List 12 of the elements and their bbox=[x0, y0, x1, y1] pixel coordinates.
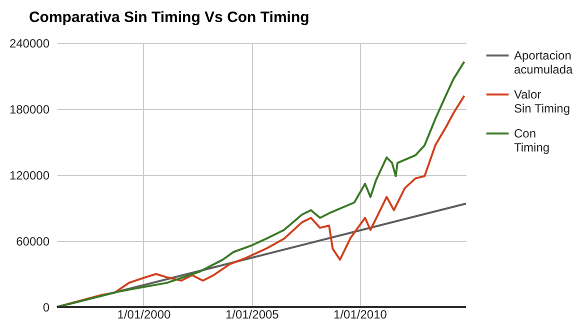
y-tick-label: 60000 bbox=[16, 234, 50, 248]
x-tick-label: 1/01/2010 bbox=[334, 308, 388, 322]
legend-label: Aportacion acumulada bbox=[514, 48, 574, 76]
legend-label: Valor Sin Timing bbox=[514, 88, 570, 116]
y-tick-label: 240000 bbox=[9, 36, 50, 50]
legend-label: Con Timing bbox=[514, 126, 550, 154]
chart-title: Comparativa Sin Timing Vs Con Timing bbox=[28, 9, 310, 26]
y-tick-label: 120000 bbox=[9, 168, 50, 182]
x-tick-label: 1/01/2005 bbox=[225, 308, 280, 322]
x-tick-label: 1/01/2000 bbox=[117, 308, 172, 322]
y-tick-label: 0 bbox=[42, 300, 50, 314]
y-tick-label: 180000 bbox=[9, 102, 50, 116]
